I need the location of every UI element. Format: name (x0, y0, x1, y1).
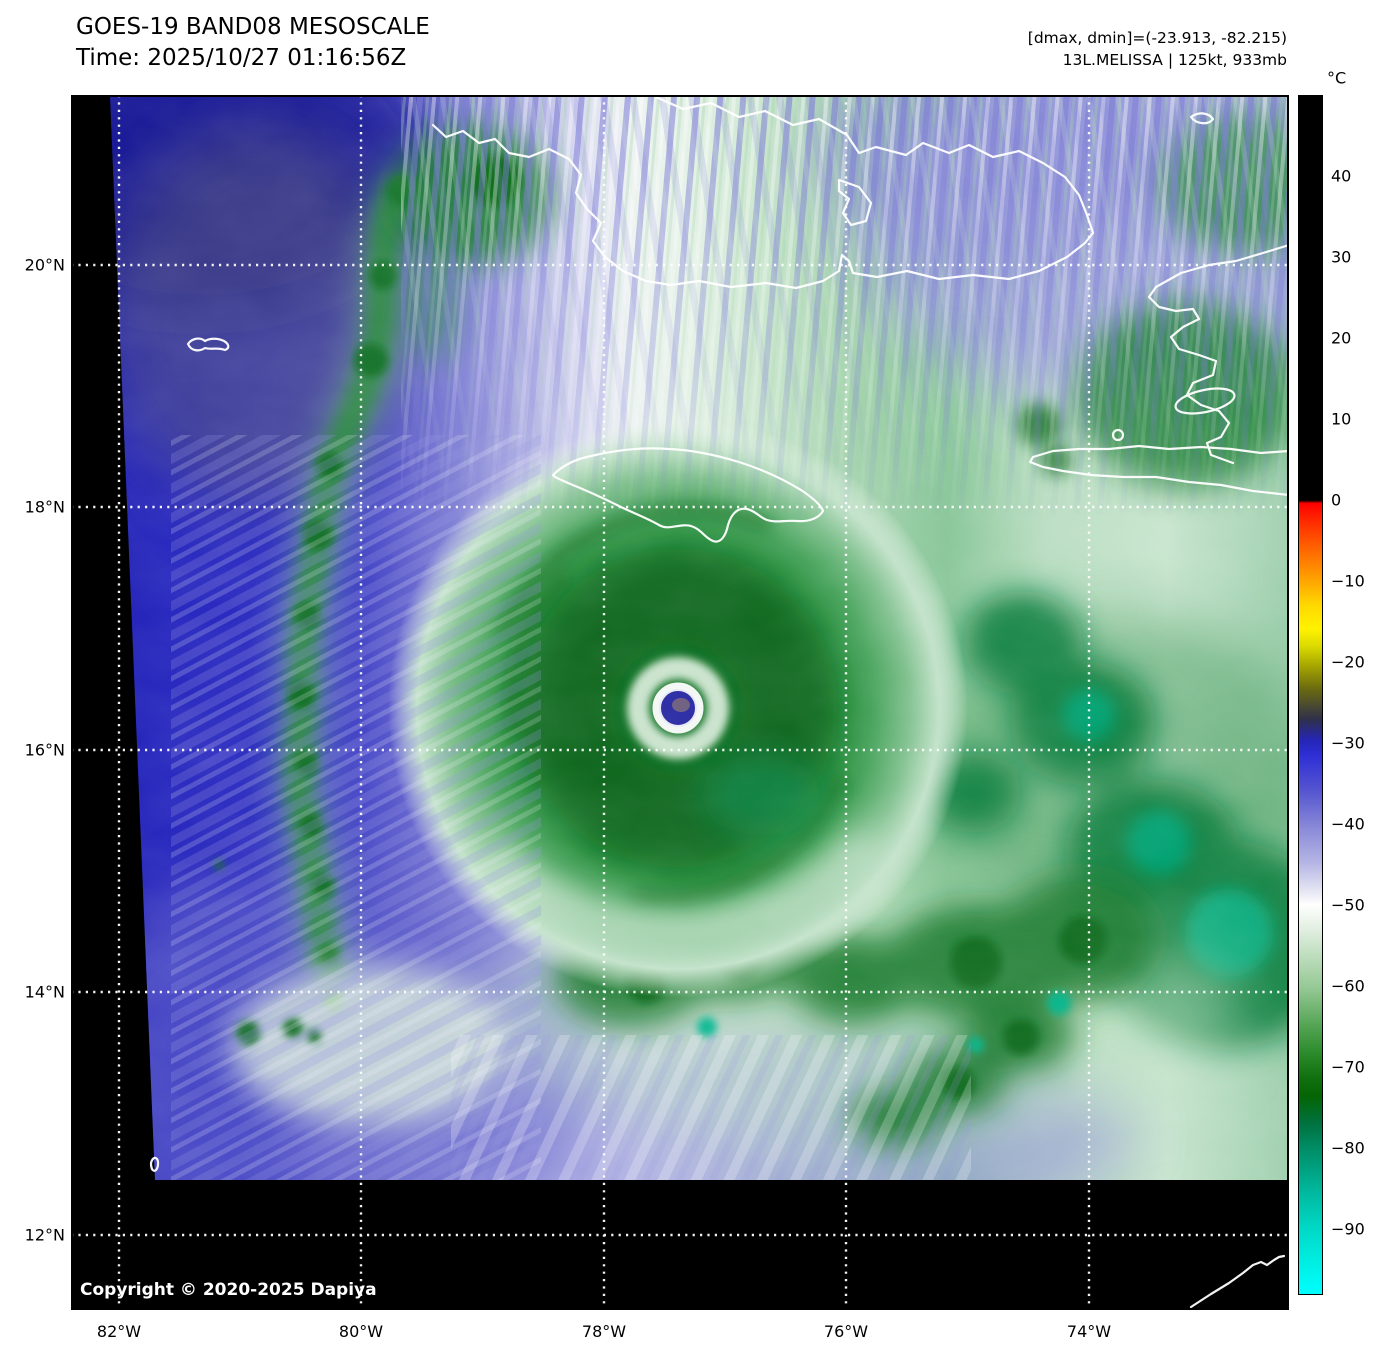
lon-tick-label: 78°W (581, 1322, 627, 1341)
colorbar-tick: 0 (1331, 490, 1342, 510)
storm-info: 13L.MELISSA | 125kt, 933mb (1062, 51, 1287, 70)
temperature-colorbar (1298, 95, 1323, 1295)
small-island-southwest (149, 1156, 160, 1172)
satellite-map-image (71, 95, 1289, 1310)
haiti-northwest-coastline (1147, 243, 1289, 465)
dmax-dmin-readout: [dmax, dmin]=(-23.913, -82.215) (1027, 29, 1287, 47)
axes-frame (71, 95, 1289, 1310)
cuba-north-coastline (654, 95, 1095, 235)
lon-tick-label: 82°W (96, 1322, 142, 1341)
meta-block: [dmax, dmin]=(-23.913, -82.215) 13L.MELI… (1028, 27, 1287, 72)
cuba-south-coastline (431, 123, 1095, 290)
cayemites-island (1111, 428, 1125, 442)
colorbar-unit-label: °C (1327, 68, 1347, 88)
colorbar-tick: −50 (1331, 895, 1365, 915)
colorbar-tick: −90 (1331, 1219, 1365, 1239)
figure-title: GOES-19 BAND08 MESOSCALE (76, 14, 430, 40)
lon-tick-label: 76°W (823, 1322, 869, 1341)
colorbar-tick: 40 (1331, 166, 1352, 186)
lat-tick-label: 16°N (24, 740, 65, 760)
colorbar-tick: −30 (1331, 733, 1365, 753)
jamaica-coastline (551, 447, 825, 543)
lat-tick-label: 20°N (24, 255, 65, 275)
copyright-notice: Copyright © 2020-2025 Dapiya (80, 1280, 377, 1300)
lat-tick-label: 14°N (24, 982, 65, 1002)
gonave-island (1174, 387, 1236, 415)
colorbar-tick: 20 (1331, 328, 1352, 348)
graticule-gridlines (71, 95, 1289, 1310)
lon-tick-label: 74°W (1066, 1322, 1112, 1341)
title-block: GOES-19 BAND08 MESOSCALE Time: 2025/10/2… (76, 12, 430, 74)
inagua-islet (1189, 112, 1215, 125)
lat-tick-label: 18°N (24, 497, 65, 517)
haiti-tiburon-peninsula (1028, 444, 1289, 497)
colorbar-tick: −40 (1331, 814, 1365, 834)
lon-tick-label: 80°W (338, 1322, 384, 1341)
colorbar-tick: 30 (1331, 247, 1352, 267)
guantanamo-bay (837, 178, 873, 227)
colorbar-tick: −10 (1331, 571, 1365, 591)
colorbar-tick: −70 (1331, 1057, 1365, 1077)
colorbar-tick: −60 (1331, 976, 1365, 996)
colorbar-tick: −80 (1331, 1138, 1365, 1158)
colorbar-tick: 10 (1331, 409, 1352, 429)
colorbar-tick: −20 (1331, 652, 1365, 672)
coastlines (149, 95, 1289, 1309)
grand-cayman-island (186, 337, 230, 352)
figure-timestamp: Time: 2025/10/27 01:16:56Z (76, 45, 407, 72)
guajira-coastline (1189, 1254, 1286, 1309)
imagery-layers (110, 95, 1289, 1180)
lat-tick-label: 12°N (24, 1225, 65, 1245)
